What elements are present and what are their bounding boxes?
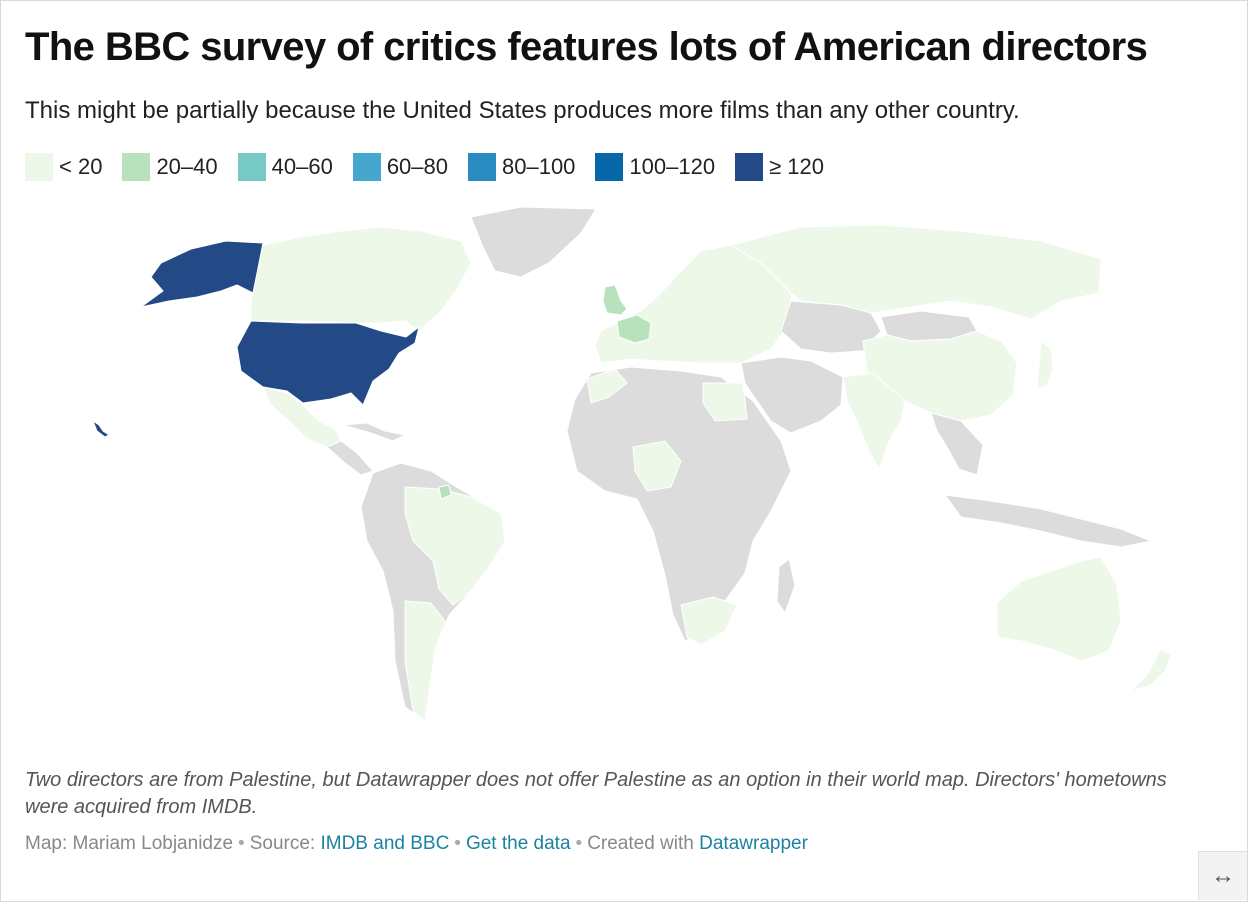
legend-label: 80–100 [502,154,576,179]
region-alaska[interactable] [140,240,264,308]
legend-swatch [25,153,53,181]
region-russia[interactable] [730,224,1102,320]
get-data-link[interactable]: Get the data [465,833,571,854]
source-prefix: Source: [249,833,316,854]
legend-swatch [122,153,151,181]
region-indonesia[interactable] [944,494,1152,548]
region-france[interactable] [616,314,652,344]
region-south-africa[interactable] [680,596,738,646]
region-australia[interactable] [996,556,1122,662]
world-map [92,206,1172,722]
legend-label: 40–60 [271,154,333,179]
region-middle-east[interactable] [740,356,844,434]
region-central-america[interactable] [326,440,374,476]
legend-item-60-80: 60–80 [352,153,448,181]
legend-item-40-60: 40–60 [237,153,333,181]
legend-item-80-100: 80–100 [468,153,575,181]
map-author: Map: Mariam Lobjanidze [25,833,234,854]
source-link[interactable]: IMDB and BBC [320,833,450,854]
region-usa[interactable] [236,320,420,406]
legend-label: < 20 [59,154,103,179]
datawrapper-link[interactable]: Datawrapper [699,833,808,854]
region-brazil[interactable] [404,486,506,606]
expand-icon[interactable]: ↔ [1198,851,1247,900]
region-central-asia[interactable] [780,300,882,354]
legend-swatch [595,153,624,181]
legend-label: 20–40 [156,154,218,179]
chart-title: The BBC survey of critics features lots … [25,25,1148,69]
region-caribbean[interactable] [342,422,406,442]
region-uk[interactable] [602,284,628,316]
region-argentina[interactable] [404,600,446,722]
region-southeast-asia[interactable] [930,412,984,476]
region-africa[interactable] [566,366,792,642]
region-greenland[interactable] [470,206,597,278]
legend-swatch [468,153,496,181]
legend-label: 60–80 [386,154,448,179]
region-morocco[interactable] [586,368,628,404]
legend-swatch [237,153,266,181]
legend: < 20 20–40 40–60 60–80 80–100 100–120 ≥ … [25,153,844,181]
legend-item-lt20: < 20 [25,153,102,181]
region-french-guiana[interactable] [438,484,452,500]
region-nigeria[interactable] [632,440,682,492]
legend-swatch [735,153,764,181]
region-canada[interactable] [250,226,472,332]
legend-swatch [352,153,381,181]
region-hawaii[interactable] [92,420,110,438]
legend-label: 100–120 [629,154,716,179]
region-india[interactable] [842,372,906,470]
created-prefix: Created with [587,833,694,854]
region-egypt[interactable] [702,382,748,422]
legend-label: ≥ 120 [769,154,824,179]
chart-credits: Map: Mariam Lobjanidze • Source: IMDB and … [25,833,808,855]
legend-item-100-120: 100–120 [595,153,715,181]
region-new-zealand[interactable] [1130,648,1172,692]
separator-dot: • [454,833,461,854]
chart-notes: Two directors are from Palestine, but Da… [25,769,1167,818]
legend-item-20-40: 20–40 [122,153,218,181]
separator-dot: • [575,833,583,854]
separator-dot: • [238,833,245,854]
chart-subtitle: This might be partially because the Unit… [25,97,1020,124]
region-madagascar[interactable] [776,558,796,614]
region-japan[interactable] [1036,340,1054,390]
legend-item-gte120: ≥ 120 [735,153,824,181]
